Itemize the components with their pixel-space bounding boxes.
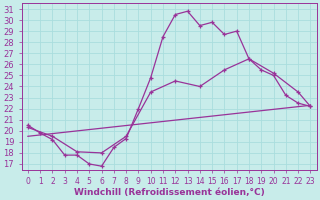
X-axis label: Windchill (Refroidissement éolien,°C): Windchill (Refroidissement éolien,°C)	[74, 188, 265, 197]
